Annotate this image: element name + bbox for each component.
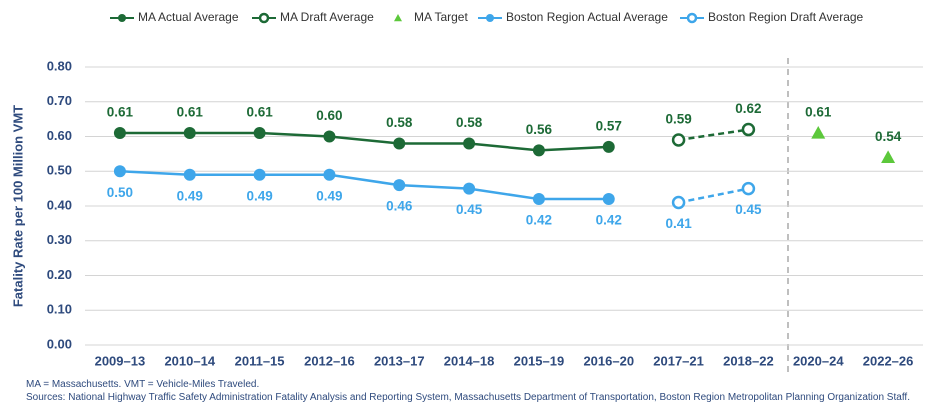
series-line: [678, 128, 749, 142]
point: [741, 181, 756, 196]
point: [602, 140, 615, 153]
point: [602, 193, 615, 206]
point: [463, 182, 476, 195]
y-tick-label: 0.40: [47, 197, 72, 212]
y-tick-label: 0.30: [47, 232, 72, 247]
value-label: 0.61: [177, 105, 204, 120]
value-label: 0.46: [386, 199, 413, 214]
value-label: 0.45: [735, 202, 762, 217]
legend-label: Boston Region Actual Average: [506, 10, 668, 24]
x-tick-label: 2020–24: [793, 353, 844, 368]
point: [463, 137, 476, 150]
legend-label: MA Actual Average: [138, 10, 239, 24]
x-tick-label: 2012–16: [304, 353, 355, 368]
note: MA = Massachusetts. VMT = Vehicle-Miles …: [26, 379, 259, 390]
x-tick-label: 2014–18: [444, 353, 495, 368]
x-tick-label: 2010–14: [164, 353, 215, 368]
value-label: 0.58: [456, 115, 483, 130]
y-tick-label: 0.60: [47, 128, 72, 143]
legend-marker: [486, 14, 494, 22]
x-tick-label: 2011–15: [235, 353, 285, 368]
point: [741, 122, 756, 137]
legend-marker: [394, 14, 402, 22]
value-label: 0.49: [177, 188, 203, 203]
legend-label: MA Target: [414, 10, 468, 24]
point: [253, 168, 266, 181]
x-tick-label: 2022–26: [863, 353, 914, 368]
value-label: 0.57: [596, 118, 622, 133]
point: [811, 126, 826, 139]
series-line: [678, 187, 749, 204]
legend-marker: [118, 14, 126, 22]
point: [671, 133, 686, 147]
point: [113, 165, 126, 178]
legend-label: Boston Region Draft Average: [708, 10, 864, 24]
value-label: 0.61: [805, 105, 832, 120]
value-label: 0.49: [316, 188, 342, 203]
x-tick-label: 2015–19: [514, 353, 565, 368]
y-tick-label: 0.10: [47, 302, 72, 317]
point: [393, 137, 406, 150]
value-label: 0.45: [456, 202, 483, 217]
value-label: 0.49: [246, 188, 272, 203]
point: [183, 127, 196, 140]
point: [323, 168, 336, 181]
y-tick-label: 0.00: [47, 336, 72, 351]
value-label: 0.61: [107, 105, 134, 120]
point: [113, 127, 126, 140]
value-label: 0.62: [735, 101, 761, 116]
value-label: 0.41: [665, 216, 692, 231]
x-tick-label: 2016–20: [583, 353, 634, 368]
value-label: 0.42: [526, 213, 552, 228]
value-label: 0.54: [875, 129, 902, 144]
value-label: 0.42: [596, 213, 622, 228]
point: [393, 179, 406, 192]
y-tick-label: 0.50: [47, 163, 72, 178]
y-axis-label: Fatality Rate per 100 Million VMT: [10, 105, 25, 307]
point: [323, 130, 336, 143]
x-tick-label: 2017–21: [653, 353, 704, 368]
point: [532, 144, 545, 157]
point: [671, 195, 686, 210]
x-tick-label: 2018–22: [723, 353, 774, 368]
y-tick-label: 0.20: [47, 267, 72, 282]
series-line: [119, 170, 609, 201]
legend-marker: [686, 12, 698, 24]
point: [253, 127, 266, 140]
y-tick-label: 0.80: [47, 58, 72, 73]
value-label: 0.61: [246, 105, 273, 120]
value-label: 0.58: [386, 115, 413, 130]
legend-marker: [258, 12, 270, 24]
series-line: [119, 131, 609, 152]
value-label: 0.56: [526, 122, 553, 137]
value-label: 0.50: [107, 185, 133, 200]
point: [183, 168, 196, 181]
y-tick-label: 0.70: [47, 93, 72, 108]
legend-label: MA Draft Average: [280, 10, 374, 24]
note: Sources: National Highway Traffic Safety…: [26, 392, 910, 403]
point: [532, 193, 545, 206]
value-label: 0.60: [316, 108, 342, 123]
x-tick-label: 2013–17: [374, 353, 425, 368]
value-label: 0.59: [665, 112, 691, 127]
x-tick-label: 2009–13: [95, 353, 146, 368]
point: [881, 150, 896, 163]
